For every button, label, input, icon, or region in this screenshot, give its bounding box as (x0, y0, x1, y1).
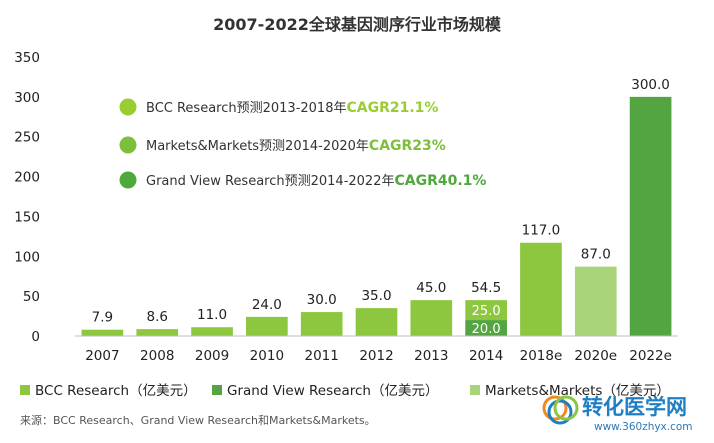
bar-value-label: 300.0 (631, 77, 670, 93)
bar-value-label: 54.5 (471, 280, 501, 296)
y-tick-label: 200 (14, 170, 40, 186)
data-labels: 7.9 8.6 11.0 24.0 30.0 35.0 45.0 54.5 117.0 87.0 3… (92, 77, 670, 337)
bar-value-label: 117.0 (522, 223, 561, 239)
chart-title: 2007-2022全球基因测序行业市场规模 (213, 15, 502, 34)
bar-value-label: 7.9 (92, 310, 113, 326)
stack-label-bcc: 25.0 (472, 304, 501, 319)
legend-swatch (212, 385, 222, 395)
bar-value-label: 8.6 (146, 309, 167, 325)
x-tick-label: 2014 (469, 348, 503, 364)
cagr-annotations: BCC Research预测2013-2018年CAGR21.1% Markets… (119, 98, 486, 189)
bar (574, 266, 617, 336)
bar-value-label: 87.0 (581, 247, 611, 263)
bar (355, 308, 398, 336)
x-tick-label: 2007 (85, 348, 119, 364)
bar (191, 327, 233, 336)
y-tick-label: 150 (14, 209, 40, 225)
annotation-text: Markets&Markets预测2014-2020年CAGR23% (146, 138, 446, 154)
bar-value-label: 30.0 (307, 292, 337, 308)
bar (300, 312, 343, 336)
watermark-name: 转化医学网 (582, 395, 687, 419)
annotation-desc: Grand View Research预测2014-2022年 (146, 174, 394, 189)
bars (81, 96, 672, 336)
annotation-text: BCC Research预测2013-2018年CAGR21.1% (146, 100, 438, 116)
y-axis: 0 50 100 150 200 250 300 350 (14, 50, 40, 345)
annotation-bullet-icon (119, 171, 137, 189)
bar (136, 329, 179, 336)
bar (81, 329, 124, 336)
bar-value-label: 24.0 (252, 297, 282, 313)
bar (246, 316, 288, 336)
x-tick-label: 2012 (359, 348, 393, 364)
bar (520, 242, 562, 336)
bar (465, 320, 507, 336)
y-tick-label: 300 (14, 90, 40, 106)
bar (629, 96, 672, 336)
bar (465, 300, 507, 321)
y-tick-label: 100 (14, 249, 40, 265)
annotation-bullet-icon (119, 98, 137, 116)
bar-value-label: 45.0 (416, 280, 446, 296)
x-tick-label: 2020e (574, 348, 617, 364)
legend-swatch (470, 385, 480, 395)
x-tick-label: 2010 (250, 348, 284, 364)
y-tick-label: 0 (31, 329, 40, 345)
bar-value-label: 35.0 (361, 288, 391, 304)
annotation-bullet-icon (119, 136, 137, 154)
legend-label: Grand View Research（亿美元） (227, 383, 438, 399)
annotation-cagr: CAGR23% (369, 138, 446, 154)
legend-swatch (20, 385, 30, 395)
annotation-cagr: CAGR40.1% (394, 173, 486, 189)
watermark-url: www.360zhyx.com (594, 421, 693, 433)
legend: BCC Research（亿美元） Grand View Research（亿美元… (20, 383, 670, 399)
legend-label: Markets&Markets（亿美元） (485, 383, 670, 399)
x-tick-label: 2013 (414, 348, 448, 364)
source-note: 来源：BCC Research、Grand View Research和Mark… (20, 413, 376, 427)
annotation-cagr: CAGR21.1% (346, 100, 438, 116)
x-tick-label: 2022e (629, 348, 672, 364)
x-axis: 2007 2008 2009 2010 2011 2012 2013 2014 2018e 202… (85, 348, 672, 364)
legend-label: BCC Research（亿美元） (35, 383, 197, 399)
y-tick-label: 50 (23, 289, 40, 305)
annotation-desc: Markets&Markets预测2014-2020年 (146, 139, 369, 154)
x-tick-label: 2018e (520, 348, 563, 364)
annotation-desc: BCC Research预测2013-2018年 (146, 101, 346, 116)
y-tick-label: 350 (14, 50, 40, 66)
x-tick-label: 2009 (195, 348, 229, 364)
y-tick-label: 250 (14, 130, 40, 146)
bar (410, 300, 453, 336)
bar-value-label: 11.0 (197, 307, 227, 323)
stack-label-grand-view: 20.0 (472, 322, 501, 337)
annotation-text: Grand View Research预测2014-2022年CAGR40.1% (146, 173, 486, 189)
watermark: 转化医学网 www.360zhyx.com (542, 395, 693, 433)
x-tick-label: 2011 (305, 348, 339, 364)
watermark-logo-icon (542, 395, 579, 425)
x-tick-label: 2008 (140, 348, 174, 364)
